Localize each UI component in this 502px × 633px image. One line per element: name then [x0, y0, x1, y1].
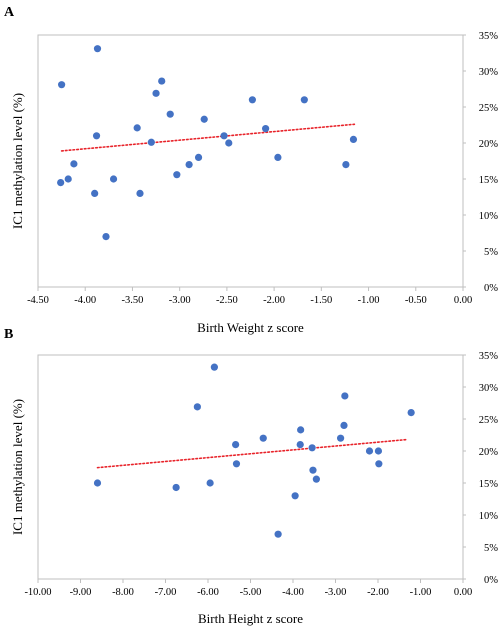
- panel-a: A -4.50 -4.00 -3.50 -3.00 -2.50 -2.00 -1.50 -1.0…: [4, 5, 498, 335]
- panel-b-data-point: [210, 363, 218, 371]
- panel-a-x-tick-label: -4.50: [27, 295, 49, 306]
- panel-b-data-point: [232, 460, 241, 468]
- panel-a-data-point: [262, 125, 270, 133]
- panel-b-y-tick-label: 35%: [479, 351, 499, 362]
- panel-b-data-point: [172, 483, 180, 492]
- panel-b-x-tick-label: -7.00: [155, 587, 177, 598]
- panel-a-data-point: [166, 110, 174, 118]
- panel-b-x-tick-label: -9.00: [70, 587, 92, 598]
- panel-b-data-point: [274, 530, 282, 538]
- panel-a-y-tick-label: 0%: [484, 283, 498, 294]
- panel-a-data-point: [70, 160, 78, 168]
- panel-b-data-point: [206, 479, 214, 487]
- panel-b-x-axis-title: Birth Height z score: [198, 611, 303, 626]
- panel-a-y-tick-label: 35%: [479, 31, 499, 42]
- panel-b-y-tick-label: 25%: [479, 415, 499, 426]
- panel-a-data-point: [173, 171, 181, 179]
- panel-b-x-tick-label: -5.00: [240, 587, 262, 598]
- panel-a-y-tick-label: 25%: [479, 103, 499, 114]
- panel-a-x-tick-label: -2.50: [216, 295, 238, 306]
- panel-a-data-point: [220, 132, 228, 140]
- panel-a-data-point: [133, 124, 141, 132]
- panel-b-y-tick-label: 15%: [479, 479, 499, 490]
- panel-b-x-tick-label: -3.00: [325, 587, 347, 598]
- panel-b-data-point: [337, 434, 345, 442]
- panel-a-data-point: [92, 132, 101, 140]
- panel-a-data-point: [342, 161, 350, 169]
- panel-a-data-point: [274, 153, 282, 161]
- panel-a-data-point: [349, 135, 358, 143]
- panel-a-y-axis-title: IC1 methylation level (%): [10, 93, 25, 229]
- panel-b-x-tick-label: 0.00: [454, 587, 472, 598]
- panel-b-data-point: [340, 421, 348, 429]
- panel-a-data-point: [58, 81, 66, 89]
- panel-a-x-tick-label: 0.00: [454, 295, 472, 306]
- panel-b-data-point: [291, 492, 299, 500]
- panel-b-x-tick-label: -8.00: [112, 587, 134, 598]
- panel-a-x-tick-label: -3.00: [169, 295, 191, 306]
- panel-a-y-tick-label: 10%: [479, 211, 499, 222]
- panel-a-x-tick-label: -4.00: [74, 295, 96, 306]
- panel-a-data-point: [200, 115, 208, 123]
- panel-a-y-tick-label: 20%: [479, 139, 499, 150]
- panel-b-data-point: [365, 447, 374, 455]
- panel-b-data-point: [375, 460, 383, 468]
- panel-b-data-point: [312, 475, 320, 483]
- panel-b-data-point: [308, 444, 316, 452]
- panel-b-data-point: [232, 441, 240, 449]
- panel-a-data-point: [102, 233, 110, 241]
- panel-b: B -10.00 -9.00 -8.00 -7.00 -6.00 -5.00 -4.00 -3.…: [4, 327, 498, 626]
- panel-a-data-point: [248, 96, 256, 104]
- panel-b-trendline: [96, 438, 409, 469]
- panel-a-data-point: [185, 161, 193, 169]
- panel-b-data-point: [296, 441, 304, 449]
- panel-a-y-tick-label: 30%: [479, 67, 499, 78]
- panel-a-plot-frame: [37, 34, 464, 288]
- panel-b-x-tick-label: -4.00: [282, 587, 304, 598]
- panel-b-data-point: [93, 479, 102, 487]
- panel-a-data-point: [152, 89, 160, 97]
- panel-a-data-point: [158, 77, 166, 85]
- panel-b-data-point: [193, 403, 201, 411]
- panel-a-data-point: [147, 138, 155, 146]
- panel-a-x-axis-title: Birth Weight z score: [197, 320, 304, 335]
- panel-b-y-axis-title: IC1 methylation level (%): [10, 399, 25, 535]
- panel-a-x-tick-label: -2.00: [263, 295, 285, 306]
- panel-a-y-tick-label: 5%: [484, 247, 498, 258]
- panel-a-data-point: [109, 175, 118, 183]
- panel-b-x-tick-label: -2.00: [367, 587, 389, 598]
- panel-b-x-tick-label: -6.00: [197, 587, 219, 598]
- panel-b-x-tick-label: -1.00: [410, 587, 432, 598]
- panel-a-data-point: [194, 153, 203, 161]
- panel-a-x-tick-label: -1.00: [358, 295, 380, 306]
- panel-a-data-point: [225, 139, 233, 147]
- panel-a-label: A: [4, 5, 15, 20]
- panel-b-data-point: [309, 466, 317, 474]
- panel-b-y-tick-label: 30%: [479, 383, 499, 394]
- panel-a-x-tick-label: -0.50: [405, 295, 427, 306]
- panel-b-data-point: [374, 447, 383, 455]
- panel-b-data-point: [259, 434, 267, 442]
- panel-a-data-point: [64, 175, 72, 183]
- panel-b-x-tick-label: -10.00: [24, 587, 51, 598]
- panel-a-data-point: [57, 179, 65, 187]
- panel-b-label: B: [4, 327, 13, 342]
- panel-a-x-tick-label: -3.50: [122, 295, 144, 306]
- panel-a-x-tick-label: -1.50: [310, 295, 332, 306]
- panel-b-y-tick-label: 20%: [479, 447, 499, 458]
- panel-b-data-point: [297, 426, 305, 434]
- panel-b-data-point: [341, 392, 349, 400]
- panel-a-data-point: [93, 45, 102, 53]
- panel-a-data-point: [300, 96, 308, 104]
- panel-b-y-tick-label: 0%: [484, 575, 498, 586]
- panel-a-y-tick-label: 15%: [479, 175, 499, 186]
- panel-b-data-point: [407, 409, 415, 417]
- panel-b-y-tick-label: 5%: [484, 543, 498, 554]
- panel-a-trendline: [60, 123, 356, 152]
- panel-b-y-tick-label: 10%: [479, 511, 499, 522]
- panel-a-data-point: [91, 189, 99, 197]
- panel-a-data-point: [136, 189, 144, 197]
